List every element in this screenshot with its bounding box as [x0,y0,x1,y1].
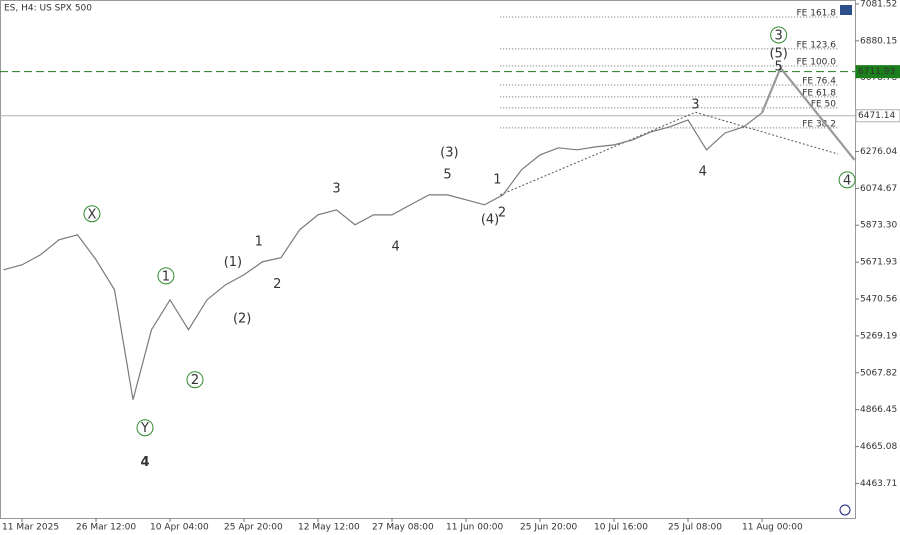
fib-label: FE 161.8 [797,9,837,19]
wave-label: 2 [273,277,281,292]
wave-circle [136,419,154,437]
wave-label: (2) [233,311,251,326]
plot-frame [0,0,856,519]
y-tick-label: 5671.93 [860,258,897,268]
wave-label: 3 [691,97,699,112]
hat-icon[interactable] [840,5,852,15]
fib-label: FE 76.4 [802,76,836,86]
y-tick-label: 4665.08 [860,442,897,452]
y-tick-label: 5067.82 [860,368,897,378]
x-tick-label: 25 Jun 20:00 [520,523,577,533]
x-tick-label: 11 Aug 00:00 [742,523,803,533]
wave-label: 1 [255,234,263,249]
price-label-box [855,109,900,123]
wave-label: (5) [769,46,787,61]
trend-line [500,111,696,196]
price-label: 6471.14 [858,111,895,121]
wave-label: 4 [699,164,707,179]
x-tick-label: 11 Mar 2025 [2,523,59,533]
trend-line [695,111,839,155]
x-tick-label: 12 May 12:00 [298,523,360,533]
wave-label: 4 [141,455,150,470]
y-tick-label: 6678.78 [860,73,897,83]
wave-circle [770,26,788,44]
x-tick-label: 25 Jul 08:00 [668,523,722,533]
wave-circle [157,267,175,285]
y-tick-label: 5269.19 [860,331,897,341]
wave-label: 3 [775,28,783,43]
x-tick-label: 11 Jun 00:00 [446,523,503,533]
x-tick-label: 27 May 08:00 [372,523,434,533]
wave-label: X [87,207,96,222]
price-line-series [760,65,856,161]
y-tick-label: 4463.71 [860,479,897,489]
fib-label: FE 123.6 [797,40,837,50]
x-tick-label: 26 Mar 12:00 [76,523,136,533]
wave-label: 5 [443,167,451,182]
y-tick-label: 4866.45 [860,405,897,415]
wave-label: 2 [498,205,506,220]
fib-label: FE 100.0 [797,57,837,67]
y-tick-label: 5873.30 [860,221,897,231]
wave-label: (3) [440,145,458,160]
wave-label: 5 [775,59,783,74]
wave-label: (4) [481,212,499,227]
wave-circle [838,171,856,189]
price-label-box [855,65,900,79]
price-line-series [3,112,763,400]
y-tick-label: 5470.56 [860,295,897,305]
y-tick-label: 6880.15 [860,36,897,46]
fib-label: FE 38.2 [802,119,836,129]
x-tick-label: 25 Apr 20:00 [224,523,283,533]
wave-label: 2 [191,373,199,388]
x-tick-label: 10 Apr 04:00 [150,523,209,533]
wave-circle [83,205,101,223]
fib-label: FE 50 [811,99,836,109]
settings-icon[interactable] [839,504,851,516]
wave-label: 3 [332,181,340,196]
x-tick-label: 10 Jul 16:00 [594,523,648,533]
y-tick-label: 6276.04 [860,147,897,157]
y-tick-label: 6074.67 [860,184,897,194]
wave-label: 1 [162,269,170,284]
wave-label: 4 [843,173,851,188]
wave-label: (1) [224,255,242,270]
fib-label: FE 61.8 [802,88,836,98]
wave-label: 4 [392,239,400,254]
wave-circle [186,371,204,389]
chart-title: ES, H4: US SPX 500 [4,4,92,14]
y-tick-label: 7081.52 [860,0,897,9]
wave-label: 1 [493,172,501,187]
price-label: 6711.93 [858,67,895,77]
wave-label: Y [140,421,149,436]
